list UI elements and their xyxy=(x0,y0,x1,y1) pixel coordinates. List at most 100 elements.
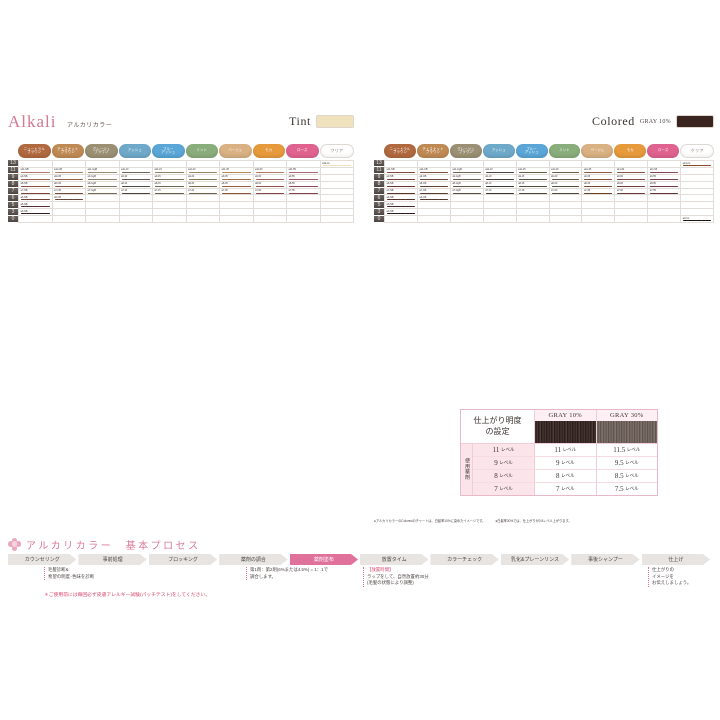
swatch-cell[interactable]: a7-NB xyxy=(19,188,53,196)
tone-tab-8[interactable]: ローズ xyxy=(647,144,680,158)
swatch-cell[interactable]: a5-NB xyxy=(385,202,418,210)
swatch-cell[interactable]: a7-NB xyxy=(385,188,418,196)
swatch-cell[interactable]: a7-55 xyxy=(648,188,682,196)
process-step-7[interactable]: 乳化&プレーンリンス xyxy=(501,554,569,565)
swatch-cell[interactable]: a7-60 xyxy=(615,188,649,196)
swatch-cell[interactable]: a7-20 xyxy=(549,188,583,196)
swatch-cell[interactable]: a11-55 xyxy=(648,167,682,175)
tone-tab-2[interactable]: グレージュ ブラウン xyxy=(449,144,482,158)
swatch-cell[interactable]: a9-CB xyxy=(417,174,451,182)
swatch-cell[interactable]: a7-35 xyxy=(582,188,616,196)
swatch-cell[interactable]: a11-20 xyxy=(549,167,583,175)
process-step-4[interactable]: 薬剤塗布 xyxy=(290,554,358,565)
swatch-cell[interactable]: a9-35 xyxy=(220,174,254,182)
tone-tab-9[interactable]: クリア xyxy=(319,144,354,158)
swatch-cell[interactable]: a7-15 xyxy=(516,188,550,196)
swatch-cell[interactable]: a9-10 xyxy=(483,174,517,182)
swatch-cell[interactable]: a8-GgB xyxy=(450,181,484,189)
swatch-cell[interactable]: a7-60 xyxy=(253,188,287,196)
swatch-cell[interactable]: a7-20 xyxy=(186,188,220,196)
swatch-cell[interactable]: a8-NB xyxy=(385,181,418,189)
swatch-cell[interactable]: a8-15 xyxy=(516,181,550,189)
swatch-cell[interactable]: a6-NB xyxy=(385,195,418,203)
swatch-cell[interactable]: a11-NB xyxy=(19,167,53,175)
swatch-cell[interactable]: a8-GgB xyxy=(86,181,120,189)
process-step-1[interactable]: 事前処理 xyxy=(78,554,146,565)
swatch-cell[interactable]: a11-GgB xyxy=(86,167,120,175)
swatch-cell[interactable]: a9-GgB xyxy=(86,174,120,182)
swatch-cell[interactable]: a9-20 xyxy=(549,174,583,182)
swatch-cell[interactable]: a11-35 xyxy=(582,167,616,175)
swatch-cell[interactable]: a11-15 xyxy=(153,167,187,175)
process-step-5[interactable]: 放置タイム xyxy=(360,554,428,565)
tone-tab-5[interactable]: ミント xyxy=(185,144,218,158)
swatch-cell[interactable]: a13-CL xyxy=(320,161,354,168)
swatch-cell[interactable]: a11-15 xyxy=(516,167,550,175)
tone-tab-8[interactable]: ローズ xyxy=(286,144,319,158)
swatch-cell[interactable]: a11-GgB xyxy=(450,167,484,175)
swatch-cell[interactable]: a7-CB xyxy=(417,188,451,196)
swatch-cell[interactable]: a9-GgB xyxy=(450,174,484,182)
tone-tab-7[interactable]: モカ xyxy=(252,144,285,158)
swatch-cell[interactable]: a9-55 xyxy=(287,174,321,182)
tone-tab-1[interactable]: チェスナット ブラウン xyxy=(416,144,449,158)
swatch-cell[interactable]: a8-15 xyxy=(153,181,187,189)
swatch-cell[interactable]: a11-10 xyxy=(119,167,153,175)
swatch-cell[interactable]: a9-NB xyxy=(19,174,53,182)
swatch-cell[interactable]: a8-60 xyxy=(253,181,287,189)
swatch-cell[interactable]: a9-15 xyxy=(516,174,550,182)
tone-tab-1[interactable]: チェスナット ブラウン xyxy=(51,144,84,158)
swatch-cell[interactable]: a8-35 xyxy=(220,181,254,189)
swatch-cell[interactable]: a8-55 xyxy=(287,181,321,189)
swatch-cell[interactable]: a11-60 xyxy=(615,167,649,175)
swatch-cell[interactable]: a0-CL xyxy=(681,216,715,224)
process-step-6[interactable]: カラーチェック xyxy=(430,554,498,565)
swatch-cell[interactable]: a11-20 xyxy=(186,167,220,175)
process-step-9[interactable]: 仕上げ xyxy=(642,554,710,565)
tone-tab-6[interactable]: ベージュ xyxy=(581,144,614,158)
tone-tab-3[interactable]: アッシュ xyxy=(482,144,515,158)
swatch-cell[interactable]: a8-10 xyxy=(483,181,517,189)
swatch-cell[interactable]: a9-NB xyxy=(385,174,418,182)
swatch-cell[interactable]: a8-60 xyxy=(615,181,649,189)
swatch-cell[interactable]: a9-10 xyxy=(119,174,153,182)
process-step-0[interactable]: カウンセリング xyxy=(8,554,76,565)
tone-tab-4[interactable]: ブルー アッシュ xyxy=(515,144,548,158)
tone-tab-7[interactable]: モカ xyxy=(614,144,647,158)
swatch-cell[interactable]: a11-NB xyxy=(385,167,418,175)
tone-tab-0[interactable]: ニュートラル ブラウン xyxy=(18,144,51,158)
tone-tab-4[interactable]: ブルー アッシュ xyxy=(152,144,185,158)
swatch-cell[interactable]: a7-CB xyxy=(52,188,86,196)
swatch-cell[interactable]: a9-60 xyxy=(615,174,649,182)
swatch-cell[interactable]: a8-55 xyxy=(648,181,682,189)
swatch-cell[interactable]: a6-NB xyxy=(19,195,53,203)
swatch-cell[interactable]: a5-NB xyxy=(19,202,53,210)
swatch-cell[interactable]: a8-NB xyxy=(19,181,53,189)
swatch-cell[interactable]: a3-NB xyxy=(19,209,53,217)
swatch-cell[interactable]: a7-35 xyxy=(220,188,254,196)
swatch-cell[interactable]: a11-CB xyxy=(52,167,86,175)
swatch-cell[interactable]: a8-20 xyxy=(549,181,583,189)
process-step-3[interactable]: 薬剤の調合 xyxy=(219,554,287,565)
swatch-cell[interactable]: a7-10 xyxy=(119,188,153,196)
swatch-cell[interactable]: a8-20 xyxy=(186,181,220,189)
tone-tab-0[interactable]: ニュートラル ブラウン xyxy=(384,144,416,158)
tone-tab-6[interactable]: ベージュ xyxy=(219,144,252,158)
swatch-cell[interactable]: a7-55 xyxy=(287,188,321,196)
process-step-8[interactable]: 事後シャンプー xyxy=(571,554,639,565)
swatch-cell[interactable]: a7-GgB xyxy=(450,188,484,196)
swatch-cell[interactable]: a6-CB xyxy=(52,195,86,203)
swatch-cell[interactable]: a9-CB xyxy=(52,174,86,182)
swatch-cell[interactable]: a9-60 xyxy=(253,174,287,182)
swatch-cell[interactable]: a11-10 xyxy=(483,167,517,175)
swatch-cell[interactable]: a7-10 xyxy=(483,188,517,196)
swatch-cell[interactable]: a9-20 xyxy=(186,174,220,182)
tone-tab-9[interactable]: クリア xyxy=(680,144,715,158)
swatch-cell[interactable]: a9-15 xyxy=(153,174,187,182)
swatch-cell[interactable]: a9-55 xyxy=(648,174,682,182)
swatch-cell[interactable]: a11-55 xyxy=(287,167,321,175)
tone-tab-5[interactable]: ミント xyxy=(548,144,581,158)
swatch-cell[interactable]: a6-CB xyxy=(417,195,451,203)
swatch-cell[interactable]: a8-10 xyxy=(119,181,153,189)
swatch-cell[interactable]: a13-CL xyxy=(681,161,715,168)
